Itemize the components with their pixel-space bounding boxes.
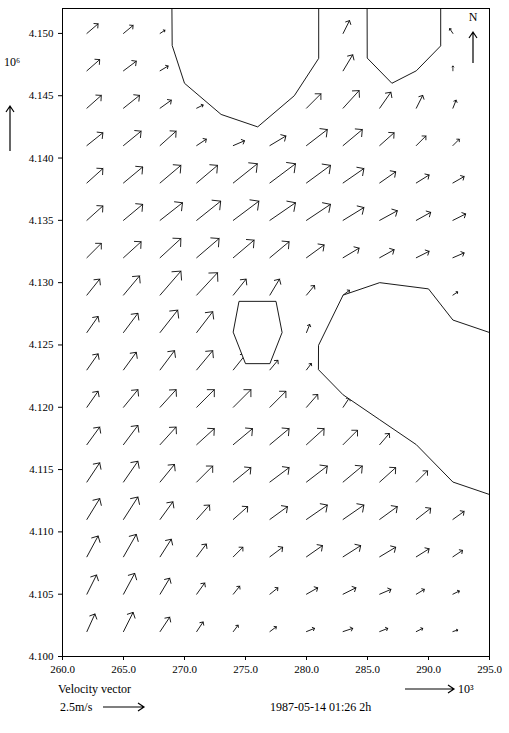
svg-text:285.0: 285.0 xyxy=(355,663,380,675)
svg-text:4.135: 4.135 xyxy=(29,214,54,226)
svg-text:4.100: 4.100 xyxy=(29,650,54,662)
svg-text:270.0: 270.0 xyxy=(172,663,197,675)
html-text:Velocity vector: Velocity vector xyxy=(58,682,131,696)
svg-text:4.105: 4.105 xyxy=(29,588,54,600)
svg-text:4.110: 4.110 xyxy=(29,525,54,537)
svg-text:N: N xyxy=(469,10,478,24)
svg-text:4.125: 4.125 xyxy=(29,338,54,350)
svg-text:4.115: 4.115 xyxy=(29,463,54,475)
svg-text:4.130: 4.130 xyxy=(29,276,54,288)
svg-text:4.145: 4.145 xyxy=(29,89,54,101)
svg-text:265.0: 265.0 xyxy=(111,663,136,675)
html-text:10³: 10³ xyxy=(458,682,474,696)
svg-text:4.150: 4.150 xyxy=(29,27,54,39)
svg-text:290.0: 290.0 xyxy=(416,663,441,675)
svg-text:295.0: 295.0 xyxy=(477,663,502,675)
svg-text:280.0: 280.0 xyxy=(294,663,319,675)
svg-text:275.0: 275.0 xyxy=(233,663,258,675)
svg-text:4.140: 4.140 xyxy=(29,152,54,164)
html-text:10⁶: 10⁶ xyxy=(4,55,21,69)
svg-text:4.120: 4.120 xyxy=(29,401,54,413)
html-text:1987-05-14 01:26 2h: 1987-05-14 01:26 2h xyxy=(270,700,372,714)
svg-text:260.0: 260.0 xyxy=(50,663,75,675)
html-text:2.5m/s: 2.5m/s xyxy=(60,700,93,714)
